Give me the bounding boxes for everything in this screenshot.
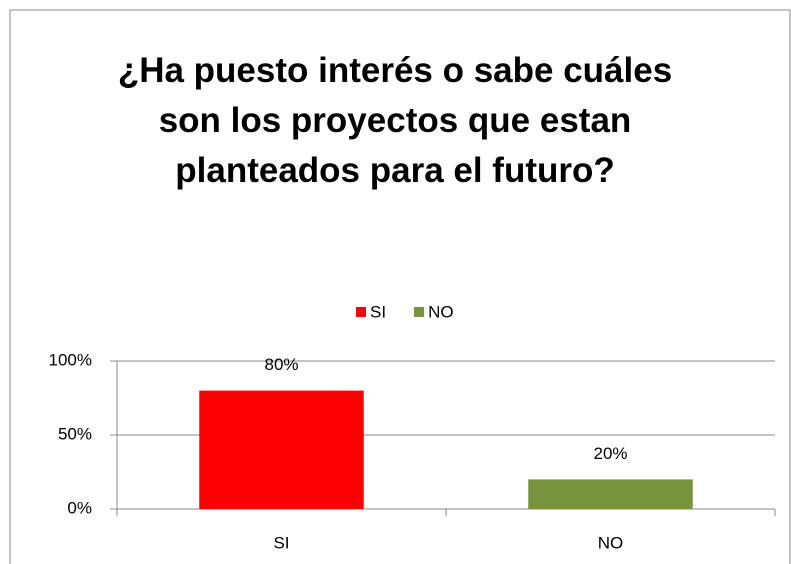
legend-swatch: [356, 307, 366, 317]
y-tick-label: 0%: [67, 498, 92, 517]
chart-title: ¿Ha puesto interés o sabe cuáles son los…: [117, 51, 673, 190]
y-tick-label: 50%: [58, 424, 92, 443]
legend-label: SI: [370, 302, 386, 321]
x-tick-label: NO: [598, 533, 624, 552]
legend-swatch: [414, 307, 425, 317]
bar: [528, 479, 693, 509]
legend-label: NO: [428, 302, 454, 321]
data-label: 20%: [593, 444, 627, 463]
bar: [199, 390, 364, 509]
frame: [9, 9, 791, 564]
data-label: 80%: [264, 355, 298, 374]
x-tick-label: SI: [273, 533, 289, 552]
y-tick-label: 100%: [49, 350, 92, 369]
